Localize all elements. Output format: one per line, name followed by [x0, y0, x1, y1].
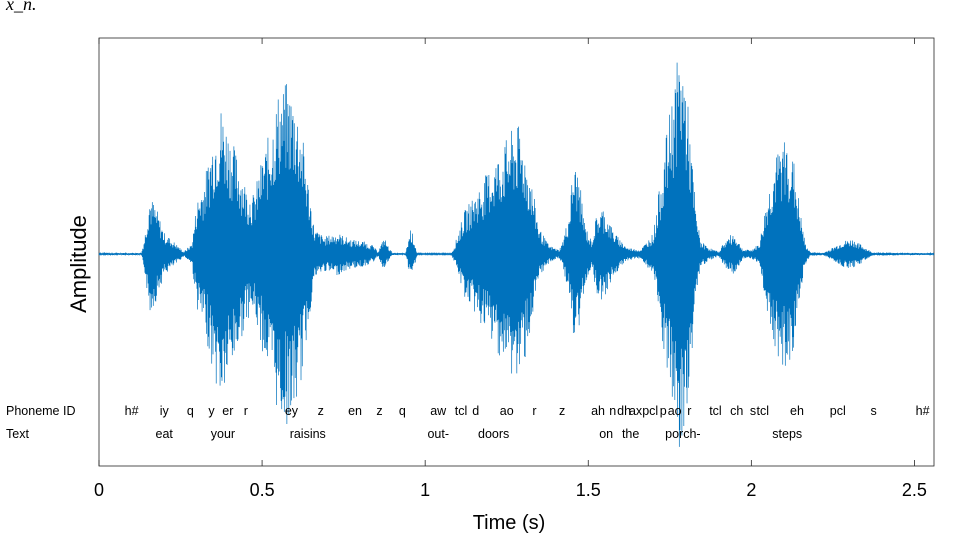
x-axis-ticks: 0 0.5 1 1.5 2 2.5 [94, 38, 927, 500]
phoneme-label: r [687, 404, 691, 418]
phoneme-label: tcl [709, 404, 722, 418]
word-label: your [211, 427, 235, 441]
phoneme-label: h# [916, 404, 930, 418]
word-label: out- [427, 427, 449, 441]
word-labels: eat your raisins out-doors on the porch-steps [156, 427, 803, 441]
plot-frame [98, 37, 935, 467]
phoneme-label: s [750, 404, 756, 418]
word-label: porch- [665, 427, 700, 441]
x-tick-label: 1.5 [576, 480, 601, 500]
waveform-line [98, 62, 935, 447]
phoneme-label: ch [730, 404, 743, 418]
phoneme-label: q [399, 404, 406, 418]
word-label: doors [478, 427, 509, 441]
phoneme-label: s [871, 404, 877, 418]
phoneme-label: tcl [757, 404, 770, 418]
phoneme-label: ey [285, 404, 299, 418]
phoneme-label: eh [790, 404, 804, 418]
phoneme-label: d [472, 404, 479, 418]
phoneme-label: dh [617, 404, 631, 418]
phoneme-label: y [208, 404, 215, 418]
phoneme-label: n [609, 404, 616, 418]
phoneme-label: ax [629, 404, 643, 418]
phoneme-label: aw [430, 404, 447, 418]
word-label: steps [772, 427, 802, 441]
phoneme-label: z [318, 404, 324, 418]
phoneme-label: r [532, 404, 536, 418]
phoneme-label: ah [591, 404, 605, 418]
word-label: the [622, 427, 639, 441]
phoneme-label: r [244, 404, 248, 418]
phoneme-label: z [376, 404, 382, 418]
phoneme-row-label: Phoneme ID [6, 404, 75, 418]
phoneme-label: q [187, 404, 194, 418]
x-tick-label: 0.5 [250, 480, 275, 500]
x-tick-label: 2 [746, 480, 756, 500]
word-label: on [599, 427, 613, 441]
phoneme-label: en [348, 404, 362, 418]
phoneme-label: p [660, 404, 667, 418]
text-row-label: Text [6, 427, 29, 441]
x-tick-label: 2.5 [902, 480, 927, 500]
y-axis-label: Amplitude [66, 215, 91, 313]
waveform-series [98, 62, 935, 447]
phoneme-label: pcl [642, 404, 658, 418]
phoneme-label: z [559, 404, 565, 418]
phoneme-label: tcl [455, 404, 468, 418]
phoneme-label: ao [500, 404, 514, 418]
phoneme-label: ao [668, 404, 682, 418]
phoneme-label: er [222, 404, 233, 418]
x-tick-label: 0 [94, 480, 104, 500]
corner-text: x_n. [6, 0, 37, 14]
word-label: eat [156, 427, 174, 441]
phoneme-label: iy [160, 404, 170, 418]
x-axis-label: Time (s) [473, 512, 546, 534]
word-label: raisins [290, 427, 326, 441]
plot-box [98, 37, 935, 467]
phoneme-label: pcl [830, 404, 846, 418]
x-tick-label: 1 [420, 480, 430, 500]
phoneme-label: h# [125, 404, 139, 418]
